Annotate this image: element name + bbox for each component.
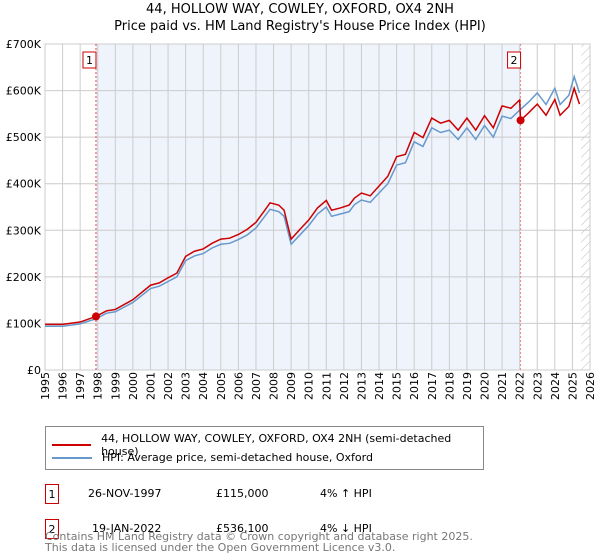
x-tick-label: 2012: [338, 372, 351, 400]
sale-point: [516, 116, 525, 125]
x-tick-label: 2024: [549, 372, 562, 400]
x-tick-label: 1997: [74, 372, 87, 400]
future-hatch: [581, 44, 590, 370]
legend-swatch: [52, 456, 92, 459]
y-tick-label: £700K: [6, 38, 42, 51]
x-tick-label: 2025: [566, 372, 579, 400]
x-tick-label: 2009: [285, 372, 298, 400]
x-tick-label: 2005: [215, 372, 228, 400]
sale-marker-label: 2: [511, 54, 518, 67]
x-tick-label: 2017: [426, 372, 439, 400]
x-tick-label: 2014: [373, 372, 386, 400]
sale-price: £115,000: [216, 487, 269, 500]
x-tick-label: 1995: [39, 372, 52, 400]
legend-label: 44, HOLLOW WAY, COWLEY, OXFORD, OX4 2NH …: [101, 432, 452, 458]
x-tick-label: 2018: [443, 372, 456, 400]
x-tick-label: 2001: [144, 372, 157, 400]
sale-hpi-diff: 4% ↓ HPI: [320, 522, 372, 535]
x-tick-label: 2006: [232, 372, 245, 400]
price-chart: 1995 1996 1997 1998 1999 2000 2001 2002 2003 2004…: [6, 38, 597, 400]
sale-date: 26-NOV-1997: [88, 487, 162, 500]
x-tick-label: 2021: [496, 372, 509, 400]
x-tick-label: 2022: [514, 372, 527, 400]
sale-marker-label: 1: [86, 54, 93, 67]
y-tick-label: £400K: [6, 178, 42, 191]
legend: 44, HOLLOW WAY, COWLEY, OXFORD, OX4 2NH …: [45, 426, 484, 470]
y-tick-label: £600K: [6, 85, 42, 98]
x-tick-label: 1996: [57, 372, 70, 400]
legend-item-hpi: HPI: Average price, semi-detached house,…: [52, 451, 373, 464]
x-tick-label: 1998: [92, 372, 105, 400]
y-tick-label: £100K: [6, 317, 42, 330]
footer-license: This data is licensed under the Open Gov…: [45, 541, 396, 554]
sale-marker-box: [82, 51, 97, 69]
sale-marker-box: [507, 51, 522, 69]
sale-price: £536,100: [216, 522, 269, 535]
x-tick-label: 2011: [320, 372, 333, 400]
x-tick-label: 2010: [303, 372, 316, 400]
legend-label: HPI: Average price, semi-detached house,…: [102, 451, 373, 464]
x-tick-label: 2002: [162, 372, 175, 400]
legend-item-property: 44, HOLLOW WAY, COWLEY, OXFORD, OX4 2NH …: [52, 432, 483, 458]
x-tick-label: 2015: [391, 372, 404, 400]
hpi-line: [45, 74, 581, 327]
price-paid-line: [45, 85, 581, 326]
legend-swatch: [52, 444, 92, 446]
x-tick-label: 2016: [408, 372, 421, 400]
y-tick-label: £300K: [6, 224, 42, 237]
chart-title: 44, HOLLOW WAY, COWLEY, OXFORD, OX4 2NH: [146, 2, 454, 17]
sale-marker-badge: 1: [45, 484, 59, 504]
x-tick-label: 2003: [180, 372, 193, 400]
chart-subtitle: Price paid vs. HM Land Registry's House …: [114, 19, 486, 34]
x-tick-label: 1999: [109, 372, 122, 400]
x-tick-label: 2004: [197, 372, 210, 400]
y-tick-label: £500K: [6, 131, 42, 144]
x-tick-label: 2019: [461, 372, 474, 400]
x-tick-label: 2013: [355, 372, 368, 400]
x-tick-label: 2008: [268, 372, 281, 400]
sale-date: 19-JAN-2022: [92, 522, 162, 535]
y-tick-label: £0: [27, 364, 41, 377]
x-tick-label: 2023: [531, 372, 544, 400]
x-tick-label: 2000: [127, 372, 140, 400]
x-tick-label: 2007: [250, 372, 263, 400]
sale-marker-badge: 2: [45, 519, 59, 539]
x-tick-label: 2026: [584, 372, 597, 400]
footer-copyright: Contains HM Land Registry data © Crown c…: [45, 530, 473, 543]
x-tick-label: 2020: [479, 372, 492, 400]
sale-point: [91, 312, 100, 321]
sale-hpi-diff: 4% ↑ HPI: [320, 487, 372, 500]
y-tick-label: £200K: [6, 271, 42, 284]
